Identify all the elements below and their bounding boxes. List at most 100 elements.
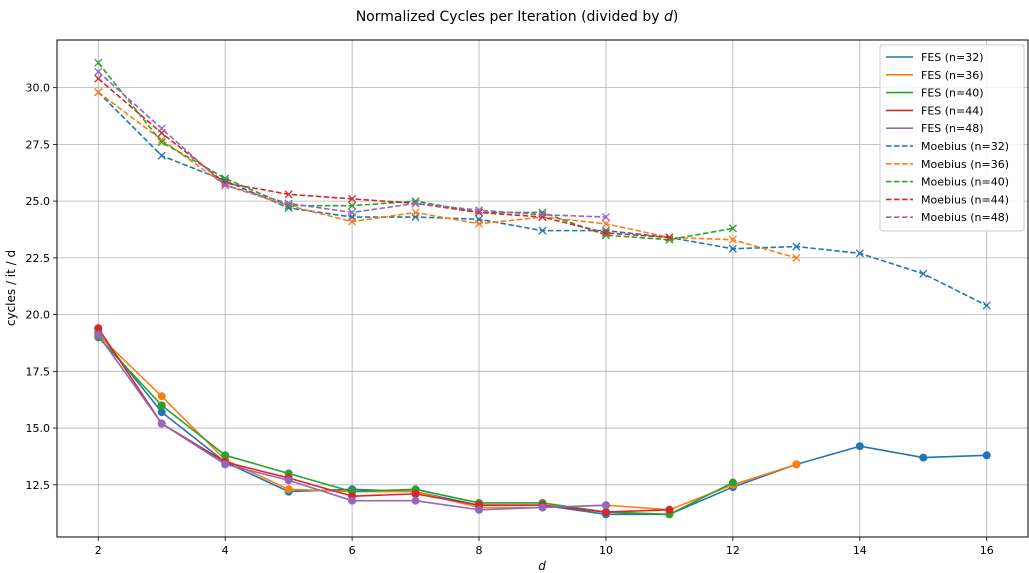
data-point (475, 505, 484, 514)
marker-stroke (538, 226, 547, 235)
series-line (97, 91, 988, 307)
plot-frame (56, 39, 1029, 538)
data-point (792, 253, 801, 262)
marker-stroke (792, 253, 801, 262)
x-tick-label: 2 (95, 544, 102, 557)
data-point (919, 453, 928, 462)
legend-label: Moebius (n=32) (921, 140, 1009, 153)
data-point (221, 181, 230, 190)
x-tick-label: 14 (853, 544, 867, 557)
marker-stroke (411, 208, 420, 217)
marker-stroke (348, 208, 357, 217)
legend-label: FES (n=32) (921, 51, 984, 64)
marker-stroke (665, 233, 674, 242)
data-point (157, 392, 166, 401)
series-7 (94, 58, 737, 244)
data-point (982, 451, 991, 460)
data-point (284, 485, 293, 494)
data-point (157, 135, 166, 144)
marker-stroke (411, 199, 420, 208)
marker-stroke (601, 228, 611, 237)
series-line (97, 332, 987, 516)
data-point (94, 67, 103, 76)
data-point (982, 301, 991, 310)
marker-stroke (601, 219, 611, 228)
data-point (348, 208, 357, 217)
marker-stroke (538, 210, 547, 219)
marker-stroke (348, 201, 357, 210)
data-point (348, 217, 357, 226)
y-tick-label: 30.0 (26, 82, 51, 95)
y-tick-label: 12.5 (26, 479, 51, 492)
data-point (538, 210, 547, 219)
x-tick-label: 10 (599, 544, 613, 557)
marker-stroke (157, 124, 166, 133)
data-point (728, 235, 737, 244)
chart-title: Normalized Cycles per Iteration (divided… (356, 9, 679, 25)
marker-stroke (221, 178, 230, 188)
data-point (348, 194, 357, 203)
legend-label: Moebius (n=48) (921, 211, 1009, 224)
series-1 (94, 331, 801, 514)
marker-stroke (474, 206, 484, 215)
data-point (221, 460, 230, 469)
data-point (538, 226, 547, 235)
legend-label: Moebius (n=40) (921, 176, 1009, 189)
data-point (411, 208, 420, 217)
marker-stroke (728, 224, 737, 233)
marker-stroke (94, 88, 103, 97)
data-point (94, 74, 103, 83)
legend-box (879, 44, 1025, 232)
series-line (97, 77, 670, 239)
marker-stroke (601, 212, 611, 222)
series-5 (94, 88, 991, 310)
data-point (284, 199, 293, 208)
marker-stroke (284, 190, 293, 199)
marker-stroke (538, 212, 547, 222)
data-point (474, 219, 484, 228)
data-point (728, 478, 737, 487)
marker-stroke (157, 151, 166, 160)
data-point (728, 224, 737, 233)
marker-stroke (982, 301, 991, 310)
marker-stroke (284, 201, 293, 210)
x-tick-label: 12 (726, 544, 740, 557)
data-point (94, 331, 103, 340)
data-point (855, 442, 864, 451)
data-point (157, 419, 166, 428)
marker-stroke (94, 74, 103, 83)
data-point (411, 199, 420, 208)
data-point (94, 88, 103, 97)
data-point (919, 269, 928, 278)
data-point (792, 242, 801, 251)
data-point (348, 201, 357, 210)
x-tick-label: 16 (980, 544, 994, 557)
x-tick-label: 8 (476, 544, 483, 557)
legend-label: FES (n=44) (921, 104, 984, 117)
axis-ticks: 2 4 6 8 10 12 14 16 12.5 15.0 17.5 20.0 22.5 25.0 27.5… (26, 82, 994, 557)
data-point (348, 496, 357, 505)
data-point (665, 505, 674, 514)
data-point (474, 206, 484, 215)
y-tick-label: 25.0 (26, 195, 51, 208)
data-point (601, 228, 611, 237)
series-4 (94, 331, 610, 514)
data-point (157, 151, 166, 160)
data-point (157, 138, 166, 147)
data-point (601, 508, 610, 517)
data-point (411, 489, 420, 498)
series-line (97, 91, 797, 259)
data-point (157, 408, 166, 417)
x-axis-label: d (538, 559, 546, 573)
y-tick-label: 15.0 (26, 422, 51, 435)
data-point (284, 476, 293, 485)
series-9 (94, 67, 611, 222)
legend-label: FES (n=36) (921, 69, 984, 82)
marker-stroke (94, 67, 103, 76)
data-point (601, 501, 610, 510)
grid (57, 40, 1028, 537)
legend-label: Moebius (n=36) (921, 158, 1009, 171)
series-0 (94, 328, 991, 519)
marker-stroke (601, 231, 611, 240)
data-point (157, 124, 166, 133)
